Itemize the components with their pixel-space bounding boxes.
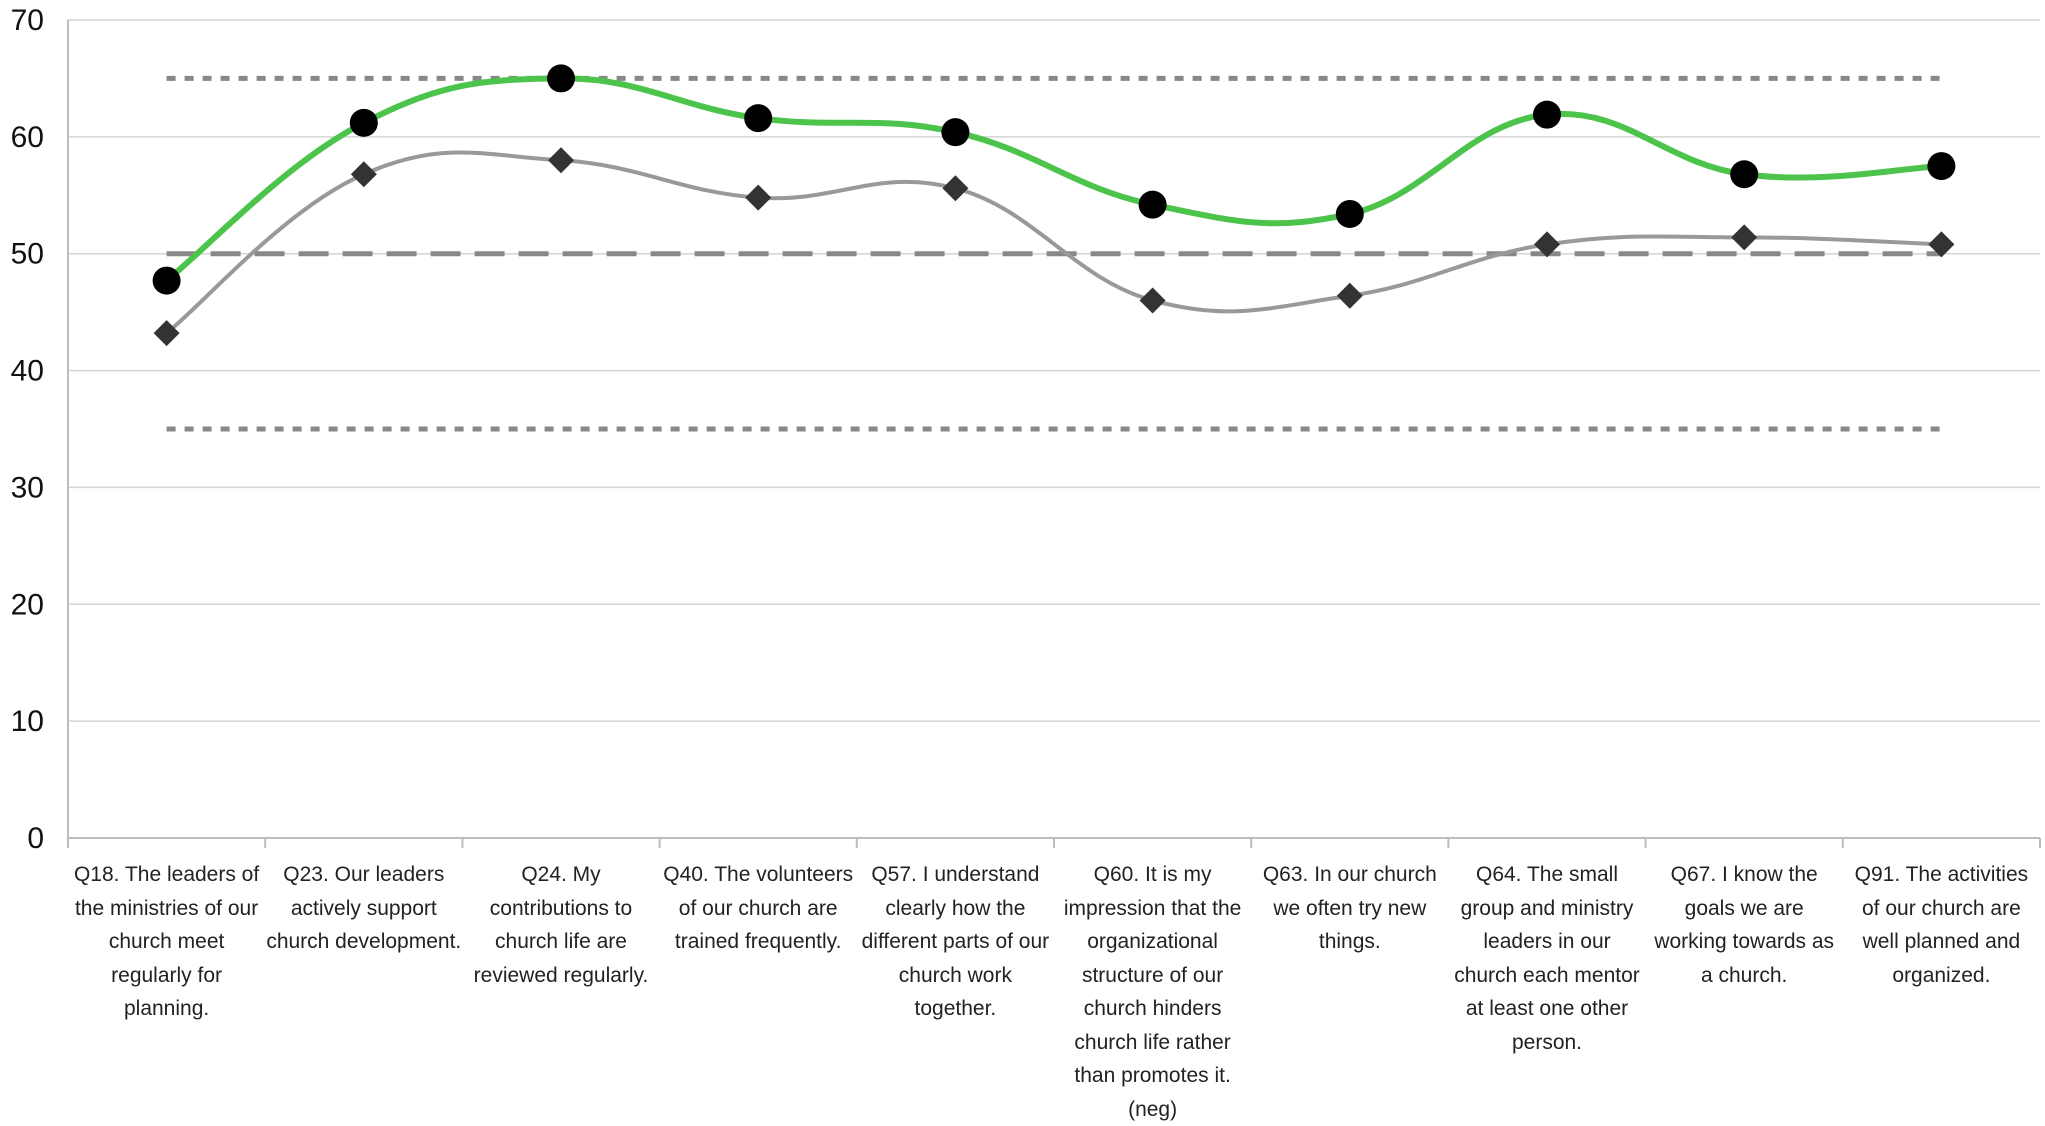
data-point-diamond xyxy=(1534,231,1560,258)
y-tick-label: 30 xyxy=(11,471,44,504)
data-point-circle xyxy=(152,266,181,295)
x-tick-label: Q91. The activities of our church are we… xyxy=(1854,863,2029,987)
data-point-circle xyxy=(1335,199,1364,228)
data-point-circle xyxy=(1533,100,1561,129)
data-point-circle xyxy=(349,108,378,137)
data-point-circle xyxy=(1927,152,1956,181)
data-point-diamond xyxy=(153,320,180,347)
axes xyxy=(67,20,2041,848)
data-point-diamond xyxy=(1928,231,1955,258)
data-point-diamond xyxy=(1336,282,1363,309)
y-tick-labels: 0 10 20 30 40 50 60 70 xyxy=(11,4,44,855)
x-tick-label: Q64. The small group and ministry leader… xyxy=(1454,863,1640,1054)
x-tick-label: Q67. I know the goals we are working tow… xyxy=(1654,863,1835,987)
x-tick-label: Q24. My contributions to church life are… xyxy=(473,863,649,987)
data-point-diamond xyxy=(1731,224,1758,251)
y-tick-label: 70 xyxy=(11,4,44,37)
data-point-circle xyxy=(744,104,773,133)
y-tick-label: 40 xyxy=(11,355,44,388)
series-group xyxy=(152,64,1956,347)
data-point-diamond xyxy=(1139,287,1166,314)
data-point-diamond xyxy=(548,147,574,174)
y-tick-label: 0 xyxy=(27,822,44,855)
data-point-diamond xyxy=(745,184,772,211)
data-point-circle xyxy=(547,64,575,93)
data-point-circle xyxy=(1138,190,1167,219)
x-tick-label: Q57. I understand clearly how the differ… xyxy=(861,863,1050,1020)
data-point-diamond xyxy=(942,175,969,202)
y-tick-label: 20 xyxy=(11,588,44,621)
series-line-1 xyxy=(163,75,1945,284)
x-tick-label: Q63. In our church we often try new thin… xyxy=(1262,863,1437,953)
y-tick-label: 60 xyxy=(11,121,44,154)
y-tick-label: 50 xyxy=(11,238,44,271)
x-tick-label: Q23. Our leaders actively support church… xyxy=(266,863,462,953)
data-point-diamond xyxy=(350,161,377,188)
x-tick-label: Q18. The leaders of the ministries of ou… xyxy=(73,863,260,1020)
reference-lines xyxy=(166,75,1942,432)
data-point-circle xyxy=(1730,160,1759,189)
data-point-circle xyxy=(941,118,970,147)
y-tick-label: 10 xyxy=(11,705,44,738)
x-tick-label: Q60. It is my impression that the organi… xyxy=(1063,863,1242,1121)
series-line-2 xyxy=(164,150,1944,336)
x-tick-label: Q40. The volunteers of our church are tr… xyxy=(663,863,854,953)
